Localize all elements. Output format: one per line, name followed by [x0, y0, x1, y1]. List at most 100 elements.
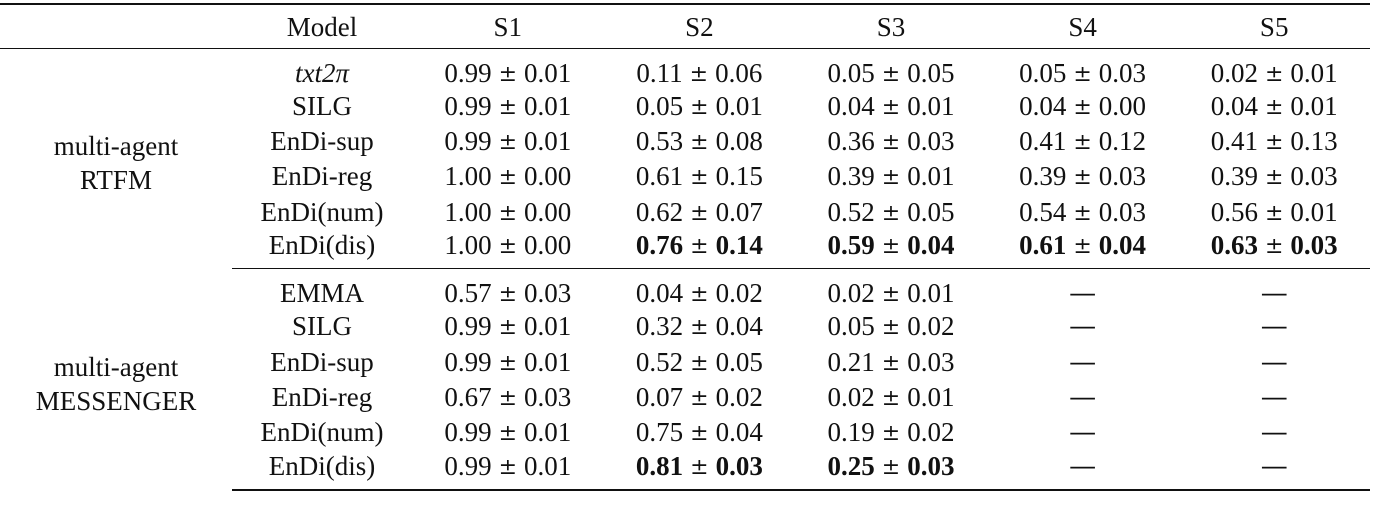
empty-cell: — [1178, 415, 1370, 450]
plus-minus-symbol: ± [1073, 130, 1092, 156]
score-mean: 0.04 [827, 90, 875, 121]
score-cell: 0.07 ±0.02 [604, 380, 796, 415]
plus-minus-symbol: ± [1073, 94, 1092, 120]
plus-minus-symbol: ± [498, 282, 518, 308]
score-std: 0.12 [1098, 126, 1147, 157]
score-std: 0.08 [715, 126, 763, 157]
score-std: 0.03 [1098, 196, 1147, 227]
model-name: EnDi-sup [270, 126, 374, 157]
plus-minus-symbol: ± [1264, 165, 1284, 191]
score-std: 0.03 [1290, 230, 1338, 261]
header-group [0, 3, 232, 49]
score-mean: 0.07 [635, 382, 684, 413]
plus-minus-symbol: ± [689, 61, 709, 87]
plus-minus-symbol: ± [498, 94, 518, 120]
plus-minus-symbol: ± [690, 282, 709, 308]
plus-minus-symbol: ± [881, 421, 901, 447]
score-mean: 0.04 [635, 278, 684, 309]
score-mean: 0.39 [827, 161, 875, 192]
score-mean: 0.63 [1210, 230, 1258, 261]
empty-cell: — [987, 269, 1179, 309]
plus-minus-symbol: ± [881, 282, 901, 308]
plus-minus-symbol: ± [881, 234, 901, 260]
plus-minus-symbol: ± [1073, 234, 1092, 260]
score-cell: 0.59 ±0.04 [795, 230, 987, 270]
score-std: 0.01 [1290, 196, 1338, 227]
score-std: 0.01 [524, 57, 572, 88]
dash-mark: — [1069, 450, 1097, 482]
group-label-line2: RTFM [80, 165, 152, 196]
score-mean: 0.67 [444, 382, 492, 413]
score-cell: 0.75 ±0.04 [604, 415, 796, 450]
score-cell: 0.02 ±0.01 [1178, 48, 1370, 89]
score-cell: 0.63 ±0.03 [1178, 230, 1370, 270]
empty-cell: — [987, 380, 1179, 415]
score-std: 0.01 [524, 346, 572, 377]
score-cell: 0.62 ±0.07 [604, 195, 796, 230]
score-std: 0.04 [1098, 230, 1147, 261]
score-std: 0.03 [524, 278, 572, 309]
model-name: EnDi-sup [270, 346, 374, 377]
score-mean: 0.32 [635, 311, 684, 342]
plus-minus-symbol: ± [881, 130, 901, 156]
score-cell: 1.00 ±0.00 [412, 230, 604, 270]
score-mean: 0.59 [827, 230, 875, 261]
plus-minus-symbol: ± [498, 315, 518, 341]
score-cell: 0.25 ±0.03 [795, 450, 987, 491]
plus-minus-symbol: ± [881, 454, 901, 480]
score-cell: 0.36 ±0.03 [795, 124, 987, 159]
dash-mark: — [1260, 346, 1288, 378]
score-std: 0.05 [907, 196, 955, 227]
empty-cell: — [987, 309, 1179, 344]
score-mean: 1.00 [444, 161, 492, 192]
score-mean: 0.75 [635, 417, 684, 448]
score-cell: 0.99 ±0.01 [412, 124, 604, 159]
plus-minus-symbol: ± [881, 350, 901, 376]
score-cell: 0.99 ±0.01 [412, 309, 604, 344]
score-mean: 0.39 [1019, 161, 1067, 192]
model-name: SILG [292, 90, 352, 121]
score-cell: 0.05 ±0.05 [795, 48, 987, 89]
score-mean: 1.00 [444, 230, 492, 261]
score-cell: 0.41 ±0.12 [987, 124, 1179, 159]
table-row: EnDi-sup 0.99 ±0.01 0.53 ±0.08 0.36 ±0.03 0.41 ±… [0, 124, 1370, 159]
score-std: 0.03 [1290, 161, 1338, 192]
table-row: EnDi(dis) 1.00 ±0.00 0.76 ±0.14 0.59 ±0.04 0.61… [0, 230, 1370, 270]
score-std: 0.02 [715, 278, 763, 309]
plus-minus-symbol: ± [498, 165, 518, 191]
score-mean: 0.11 [636, 57, 683, 88]
header-s5: S5 [1178, 3, 1370, 49]
score-std: 0.01 [907, 90, 955, 121]
score-mean: 0.02 [827, 382, 875, 413]
dash-mark: — [1260, 382, 1288, 414]
score-cell: 0.05 ±0.03 [987, 48, 1179, 89]
score-mean: 0.99 [444, 126, 492, 157]
model-name: SILG [292, 311, 352, 342]
score-std: 0.04 [715, 417, 763, 448]
score-std: 0.01 [907, 161, 955, 192]
score-cell: 0.32 ±0.04 [604, 309, 796, 344]
score-cell: 0.39 ±0.03 [1178, 159, 1370, 194]
dash-mark: — [1260, 311, 1288, 343]
score-cell: 0.99 ±0.01 [412, 89, 604, 124]
model-name: EnDi-reg [271, 382, 373, 413]
empty-cell: — [986, 450, 1179, 491]
score-std: 0.01 [524, 126, 572, 157]
header-s1: S1 [412, 3, 604, 49]
table-row: SILG 0.99 ±0.01 0.32 ±0.04 0.05 ±0.02— — [0, 309, 1370, 344]
plus-minus-symbol: ± [498, 386, 518, 412]
score-std: 0.03 [907, 346, 955, 377]
score-mean: 0.61 [635, 161, 684, 192]
score-std: 0.00 [524, 196, 572, 227]
group-label: multi-agent RTFM [0, 48, 232, 269]
model-name: EnDi(num) [260, 417, 384, 448]
group-body: multi-agent MESSENGER EMMA 0.57 ±0.03 0.04 ±0.… [0, 269, 1370, 491]
plus-minus-symbol: ± [1073, 165, 1092, 191]
empty-cell: — [987, 344, 1179, 379]
dash-mark: — [1069, 311, 1097, 343]
score-cell: 0.19 ±0.02 [795, 415, 987, 450]
score-std: 0.03 [715, 450, 763, 481]
score-std: 0.01 [524, 450, 572, 481]
plus-minus-symbol: ± [498, 234, 518, 260]
